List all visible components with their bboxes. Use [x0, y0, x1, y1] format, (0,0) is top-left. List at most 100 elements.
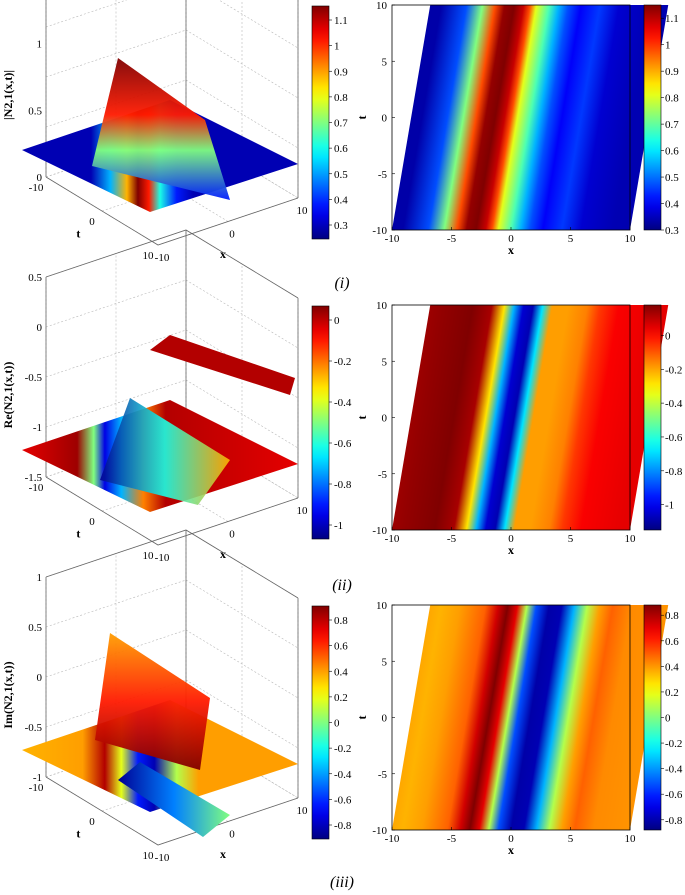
- colorbar-tick-label: -0.4: [665, 398, 683, 410]
- t-axis-label: t: [76, 527, 80, 541]
- heatmap-colorbar: -0.8 -0.6 -0.4 -0.2 0 0.2 0.4 0.6 0.8: [643, 604, 683, 831]
- x-tick-label: 0: [508, 833, 514, 845]
- x-tick-label: -10: [385, 533, 400, 545]
- z-tick-label: -0.5: [25, 722, 43, 734]
- x-tick-label: 10: [297, 205, 309, 217]
- x-axis-label: x: [220, 247, 226, 261]
- colorbar-tick-label: 1.1: [334, 15, 348, 27]
- y-tick-label: -5: [378, 469, 388, 481]
- colorbar-tick-label: 0.4: [665, 199, 679, 211]
- y-tick-label: 5: [382, 656, 388, 668]
- z-axis-label: Re(N2,1(x,t)): [1, 362, 15, 429]
- colorbar-tick-label: 1.1: [665, 13, 679, 25]
- z-axis-label: Im(N2,1(x,t)): [1, 661, 15, 728]
- x-axis-label: x: [220, 847, 226, 861]
- colorbar-tick-label: 0.6: [665, 146, 679, 158]
- z-tick-label: 0: [37, 172, 43, 184]
- z-tick-label: -0.5: [25, 372, 43, 384]
- colorbar-tick-label: -0.2: [665, 364, 682, 376]
- colorbar-tick-label: -0.2: [665, 738, 682, 750]
- panel-1: 00.511.5-10010-10010xt|N2,1(x,t)|0.30.40…: [1, 0, 679, 292]
- t-tick-label: 0: [89, 516, 95, 528]
- z-tick-label: 0.5: [28, 272, 42, 284]
- z-tick-label: 0: [37, 322, 43, 334]
- y-tick-label: -5: [378, 169, 388, 181]
- colorbar-tick-label: 0.6: [334, 641, 348, 653]
- colorbar-bar: [311, 605, 330, 840]
- colorbar-tick-label: -0.6: [334, 438, 352, 450]
- box-edges: [45, 229, 299, 546]
- surface-colorbar: -0.8 -0.6 -0.4 -0.2 0 0.2 0.4 0.6 0.8: [311, 605, 352, 840]
- heatmap-image: [391, 605, 669, 830]
- surface: [22, 335, 298, 512]
- y-axis-label: t: [355, 716, 369, 720]
- colorbar-tick-label: -0.2: [334, 356, 351, 368]
- z-tick-label: 0.5: [28, 105, 42, 117]
- x-tick-label: -5: [447, 233, 457, 245]
- heatmap-plot: -10 -5 0 5 10 -10 -5 0 5 10 x t: [355, 600, 669, 857]
- colorbar-tick-label: -0.8: [334, 479, 352, 491]
- colorbar-tick-label: -0.8: [334, 820, 352, 832]
- y-tick-label: -5: [378, 769, 388, 781]
- z-axis-label: |N2,1(x,t)|: [1, 70, 15, 120]
- colorbar-tick-label: 0: [665, 330, 671, 342]
- colorbar-tick-label: 0.5: [665, 172, 679, 184]
- box-floor: [45, 476, 299, 546]
- x-axis-label: x: [220, 547, 226, 561]
- surface: [22, 633, 298, 837]
- colorbar-tick-label: 0.8: [334, 615, 348, 627]
- y-tick-label: 0: [382, 113, 388, 125]
- x-tick-label: -5: [447, 833, 457, 845]
- surface-peak: [95, 633, 210, 770]
- x-tick-label: 0: [508, 233, 514, 245]
- y-tick-label: 0: [382, 413, 388, 425]
- x-tick-label: 10: [625, 833, 637, 845]
- surface: [22, 58, 298, 212]
- x-tick-label: 0: [229, 229, 235, 241]
- panel-caption: (i): [334, 275, 349, 292]
- t-tick-label: -10: [29, 782, 44, 794]
- colorbar-tick-label: 0: [334, 315, 340, 327]
- colorbar-tick-label: 0: [665, 713, 671, 725]
- colorbar-tick-label: 0.6: [334, 143, 348, 155]
- colorbar-tick-label: 0.5: [334, 169, 348, 181]
- heatmap-image: [391, 5, 669, 230]
- colorbar-tick-label: -1: [665, 500, 674, 512]
- y-tick-label: 10: [376, 0, 388, 12]
- colorbar-tick-label: -0.2: [334, 743, 351, 755]
- x-tick-label: 5: [568, 233, 574, 245]
- y-tick-label: 5: [382, 356, 388, 368]
- y-tick-label: 10: [376, 300, 388, 312]
- colorbar-tick-label: 0.9: [334, 66, 348, 78]
- x-tick-label: 10: [297, 505, 309, 517]
- heatmap-colorbar: -1 -0.8 -0.6 -0.4 -0.2 0: [643, 304, 683, 531]
- z-tick-label: -1: [33, 422, 42, 434]
- colorbar-tick-label: 0.4: [334, 194, 348, 206]
- surface-trough: [100, 398, 230, 505]
- x-tick-label: -10: [155, 852, 170, 864]
- surface-colorbar: -1 -0.8 -0.6 -0.4 -0.2 0: [311, 305, 352, 540]
- t-tick-label: 0: [89, 816, 95, 828]
- colorbar-tick-label: 1: [665, 40, 671, 52]
- colorbar-tick-label: 0.3: [334, 220, 348, 232]
- x-tick-label: 10: [297, 805, 309, 817]
- colorbar-tick-label: -1: [334, 520, 343, 532]
- surface-peak: [92, 58, 230, 200]
- x-tick-label: 0: [229, 829, 235, 841]
- x-tick-label: 5: [568, 533, 574, 545]
- t-tick-label: 0: [89, 216, 95, 228]
- y-tick-label: 5: [382, 56, 388, 68]
- colorbar-bar: [643, 304, 662, 531]
- t-tick-label: 10: [143, 550, 155, 562]
- t-tick-label: -10: [29, 482, 44, 494]
- colorbar-tick-label: -0.6: [665, 432, 683, 444]
- t-tick-label: 10: [143, 850, 155, 862]
- y-tick-label: 0: [382, 713, 388, 725]
- surface-colorbar: 0.3 0.4 0.5 0.6 0.7 0.8 0.9 1 1.1: [311, 5, 348, 240]
- y-tick-label: -10: [372, 825, 387, 837]
- colorbar-tick-label: 0.4: [334, 666, 348, 678]
- heatmap-colorbar: 0.3 0.4 0.5 0.6 0.7 0.8 0.9 1 1.1: [643, 4, 679, 237]
- colorbar-tick-label: -0.6: [665, 789, 683, 801]
